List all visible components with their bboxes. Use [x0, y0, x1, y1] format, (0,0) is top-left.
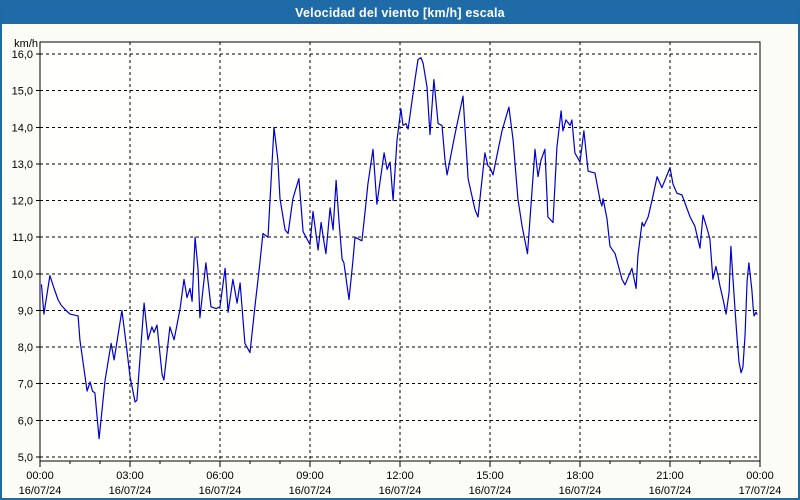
x-tick-time-label: 00:00 — [26, 470, 54, 482]
y-tick-label: 12,0 — [12, 196, 33, 208]
y-tick-label: 8,0 — [18, 342, 33, 354]
y-tick-label: 16,0 — [12, 49, 33, 61]
x-tick-date-label: 16/07/24 — [109, 485, 152, 497]
x-tick-date-label: 16/07/24 — [379, 485, 422, 497]
y-tick-label: 10,0 — [12, 269, 33, 281]
x-tick-time-label: 21:00 — [656, 470, 684, 482]
x-tick-date-label: 16/07/24 — [559, 485, 602, 497]
y-tick-label: 15,0 — [12, 86, 33, 98]
chart-title: Velocidad del viento [km/h] escala — [295, 6, 505, 20]
x-tick-time-label: 03:00 — [116, 470, 144, 482]
y-tick-label: 9,0 — [18, 305, 33, 317]
y-tick-label: 14,0 — [12, 122, 33, 134]
x-tick-date-label: 16/07/24 — [19, 485, 62, 497]
y-tick-label: 5,0 — [18, 452, 33, 464]
x-tick-date-label: 16/07/24 — [649, 485, 692, 497]
window-titlebar[interactable]: Velocidad del viento [km/h] escala — [2, 2, 798, 24]
x-tick-time-label: 09:00 — [296, 470, 324, 482]
x-tick-date-label: 16/07/24 — [289, 485, 332, 497]
x-tick-time-label: 00:00 — [746, 470, 774, 482]
y-tick-label: 11,0 — [12, 232, 33, 244]
wind-speed-line — [40, 57, 758, 440]
x-tick-time-label: 15:00 — [476, 470, 504, 482]
y-tick-label: 6,0 — [18, 415, 33, 427]
x-tick-time-label: 18:00 — [566, 470, 594, 482]
x-tick-date-label: 16/07/24 — [469, 485, 512, 497]
x-tick-time-label: 12:00 — [386, 470, 414, 482]
x-tick-time-label: 06:00 — [206, 470, 234, 482]
x-tick-date-label: 16/07/24 — [199, 485, 242, 497]
y-tick-label: 7,0 — [18, 379, 33, 391]
y-axis-unit-label: km/h — [14, 38, 38, 50]
y-tick-label: 13,0 — [12, 159, 33, 171]
x-tick-date-label: 17/07/24 — [739, 485, 782, 497]
